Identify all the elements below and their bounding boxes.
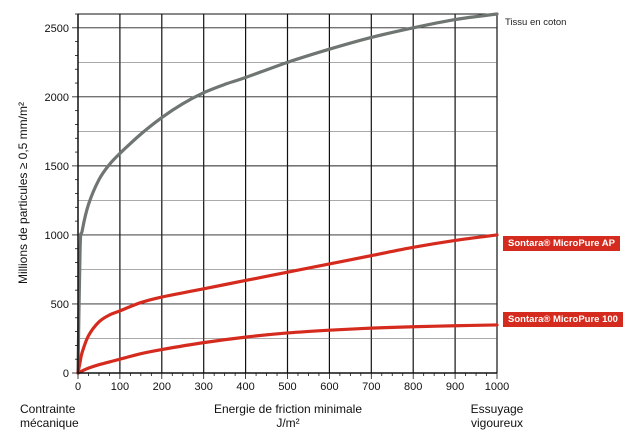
tick-labels: 0 500 1000 1500 2000 2500 0 100 200 300 400 500 600 7…: [45, 23, 510, 393]
y-axis-label: Millions de particules ≥ 0,5 mm/m²: [16, 102, 30, 284]
y-tick-label-0: 0: [63, 368, 69, 380]
series-label-cotton: Tissu en coton: [505, 17, 567, 28]
x-tick-label-0: 0: [75, 381, 81, 393]
x-tick-label-600: 600: [320, 381, 338, 393]
x-label-left-line1: Contrainte: [20, 402, 76, 416]
x-tick-label-900: 900: [446, 381, 464, 393]
series-line-micropure-100: [76, 323, 499, 375]
y-tick-label-1000: 1000: [45, 230, 69, 242]
series-line-micropure-ap: [76, 233, 499, 375]
x-label-center-line1: Energie de friction minimale: [213, 402, 363, 416]
y-tick-label-2000: 2000: [45, 92, 69, 104]
x-label-right-line2: vigoureux: [470, 416, 524, 430]
y-tick-label-500: 500: [51, 299, 69, 311]
x-tick-label-400: 400: [236, 381, 254, 393]
x-tick-label-300: 300: [195, 381, 213, 393]
x-tick-label-700: 700: [362, 381, 380, 393]
series-label-micropure-100: Sontara® MicroPure 100: [503, 312, 623, 327]
x-tick-label-500: 500: [278, 381, 296, 393]
x-label-left-line2: mécanique: [20, 416, 79, 430]
grid: [78, 13, 498, 373]
series-line-cotton: [76, 12, 499, 375]
series-label-micropure-ap: Sontara® MicroPure AP: [503, 236, 620, 251]
x-label-left: Contrainte mécanique: [20, 402, 130, 430]
x-label-center-line2: J/m²: [276, 416, 300, 430]
x-tick-label-800: 800: [404, 381, 422, 393]
x-label-right: Essuyage vigoureux: [462, 402, 532, 430]
x-label-right-line1: Essuyage: [470, 402, 524, 416]
axes: [72, 13, 498, 379]
series-lines: [76, 12, 499, 375]
y-tick-label-1500: 1500: [45, 161, 69, 173]
x-tick-label-200: 200: [153, 381, 171, 393]
y-tick-label-2500: 2500: [45, 23, 69, 35]
x-label-center: Energie de friction minimale J/m²: [200, 402, 376, 430]
x-tick-label-1000: 1000: [485, 381, 509, 393]
x-tick-label-100: 100: [111, 381, 129, 393]
